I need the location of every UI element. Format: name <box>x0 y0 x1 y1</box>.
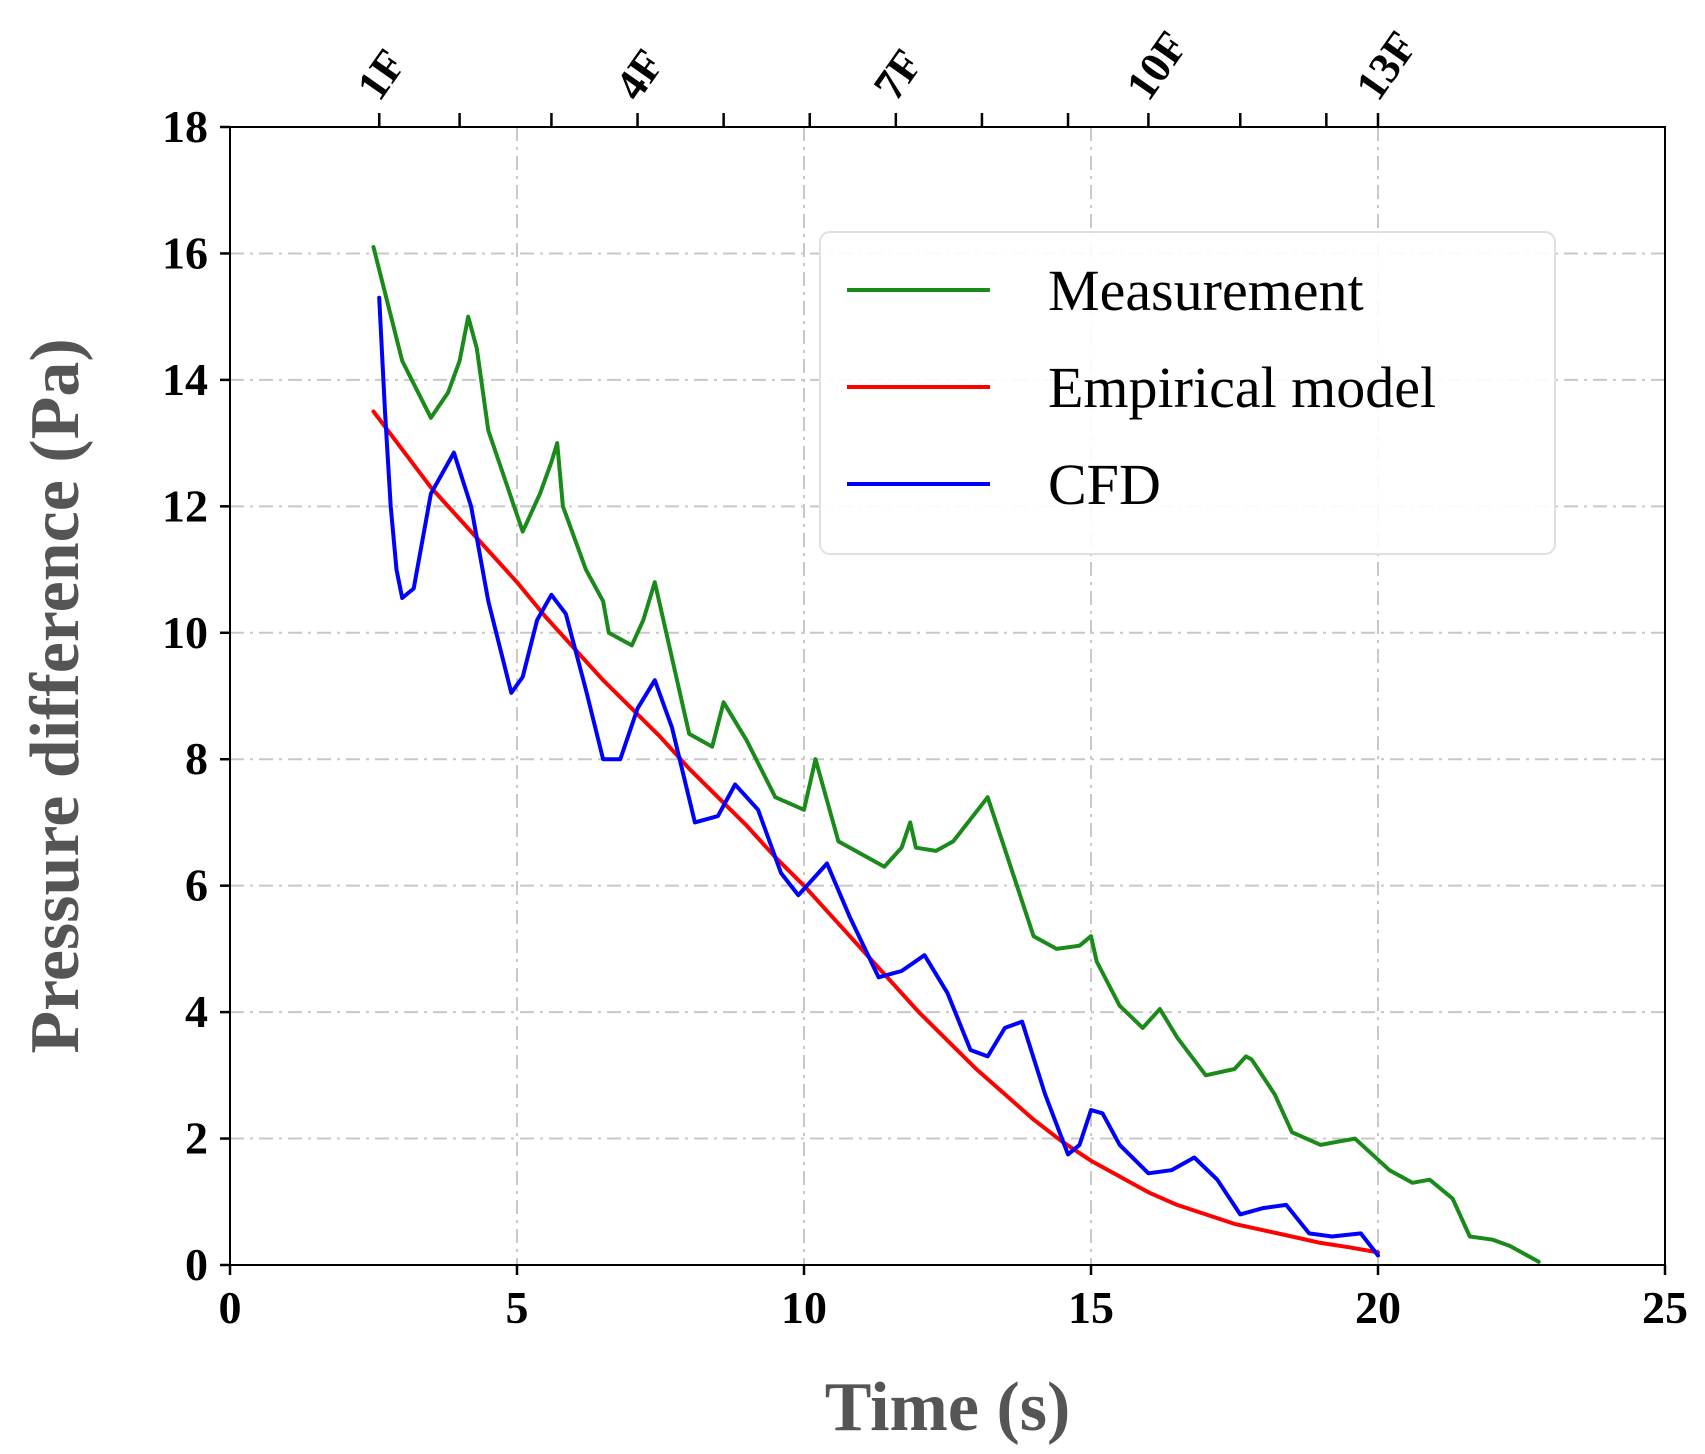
y-tick-label: 18 <box>162 101 208 152</box>
y-tick-label: 16 <box>162 227 208 278</box>
x-tick-label: 20 <box>1355 1282 1401 1333</box>
series-lines <box>371 245 1541 1264</box>
floor-label: 4F <box>606 41 674 109</box>
y-tick-label: 12 <box>162 480 208 531</box>
axis-ticks <box>220 113 1667 1275</box>
y-tick-label: 2 <box>185 1113 208 1164</box>
series-line-cfd <box>377 295 1380 1258</box>
x-tick-label: 10 <box>781 1282 827 1333</box>
y-axis-title: Pressure difference (Pa) <box>17 338 94 1053</box>
y-tick-label: 6 <box>185 860 208 911</box>
x-tick-label: 5 <box>506 1282 529 1333</box>
legend-label-cfd: CFD <box>1048 452 1161 517</box>
y-tick-label: 0 <box>185 1239 208 1290</box>
floor-label: 1F <box>347 41 415 109</box>
y-tick-label: 14 <box>162 354 208 405</box>
x-axis-title: Time (s) <box>825 1369 1071 1446</box>
y-tick-label: 4 <box>185 986 208 1037</box>
x-tick-label: 25 <box>1642 1282 1688 1333</box>
x-tick-label: 15 <box>1068 1282 1114 1333</box>
legend-box <box>819 231 1556 555</box>
floor-label: 7F <box>864 41 932 109</box>
floor-label: 10F <box>1116 23 1197 109</box>
series-line-measurement <box>371 245 1541 1264</box>
tick-labels: 0 2 4 6 8 10 12 14 16 18 0 5 10 15 20 25 1F 4F 7F 10F 13F <box>162 23 1688 1333</box>
legend-label-measurement: Measurement <box>1048 258 1364 323</box>
y-tick-label: 10 <box>162 607 208 658</box>
plot-frame <box>229 126 1666 1266</box>
legend-label-empirical-model: Empirical model <box>1048 355 1436 420</box>
floor-label: 13F <box>1346 23 1427 109</box>
y-tick-label: 8 <box>185 733 208 784</box>
legend: Measurement Empirical model CFD <box>819 231 1556 555</box>
x-tick-label: 0 <box>219 1282 242 1333</box>
